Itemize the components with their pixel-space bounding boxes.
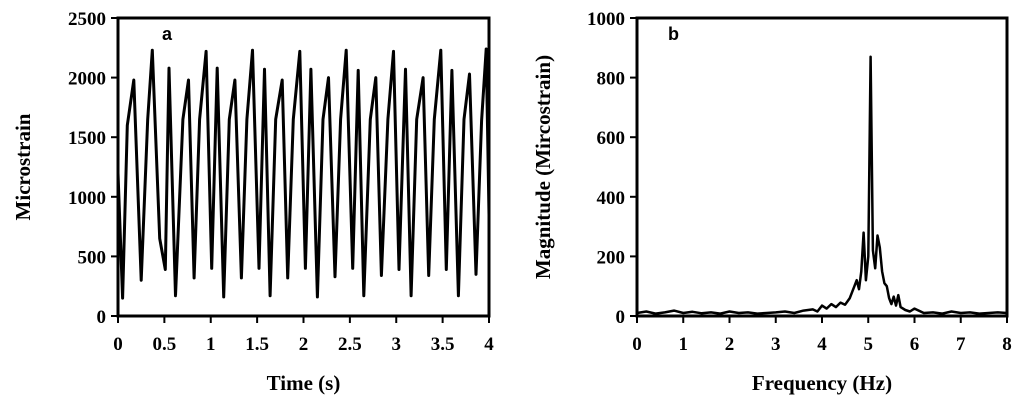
x-tick-label: 3 xyxy=(392,334,402,355)
x-tick-label: 2 xyxy=(299,334,309,355)
plot-frame xyxy=(635,16,1009,318)
series-line-0 xyxy=(636,55,1008,315)
y-axis-title: Microstrain xyxy=(11,113,35,220)
y-tick-label: 800 xyxy=(597,69,626,90)
x-tick-label: 5 xyxy=(864,334,874,355)
x-tick-label: 4 xyxy=(484,334,494,355)
y-axis-title: Magnitude (Mircostrain) xyxy=(531,55,555,279)
panel-a: 0 0.5 1 1.5 2 2.5 3 3.5 4 0 500 1000 1500 2000 2500 Tim… xyxy=(11,9,494,395)
y-tick-label: 0 xyxy=(616,307,626,328)
x-tick-label: 6 xyxy=(910,334,920,355)
x-tick-label: 7 xyxy=(956,334,966,355)
panel-label: b xyxy=(668,24,679,44)
x-tick-label: 1.5 xyxy=(245,334,269,355)
y-tick-label: 0 xyxy=(97,307,107,328)
x-tick-label: 4 xyxy=(817,334,827,355)
series-line-0 xyxy=(116,47,491,300)
y-tick-label: 500 xyxy=(78,247,107,268)
y-tick-label: 1000 xyxy=(68,188,106,209)
x-tick-label: 3.5 xyxy=(431,334,455,355)
y-tick-label: 2500 xyxy=(68,9,106,30)
x-axis-title: Frequency (Hz) xyxy=(752,371,892,395)
panel-label: a xyxy=(162,24,173,44)
x-tick-label: 0.5 xyxy=(153,334,177,355)
x-tick-label: 2 xyxy=(725,334,735,355)
x-tick-label: 8 xyxy=(1002,334,1012,355)
x-tick-label: 3 xyxy=(771,334,781,355)
x-tick-label: 0 xyxy=(113,334,123,355)
y-tick-label: 2000 xyxy=(68,69,106,90)
x-tick-label: 0 xyxy=(632,334,642,355)
x-axis-title: Time (s) xyxy=(267,371,341,395)
x-tick-label: 1 xyxy=(679,334,689,355)
y-tick-label: 1000 xyxy=(587,9,625,30)
x-tick-label: 2.5 xyxy=(338,334,362,355)
x-tick-label: 1 xyxy=(206,334,216,355)
y-tick-label: 600 xyxy=(597,128,626,149)
y-tick-label: 1500 xyxy=(68,128,106,149)
panel-b: 0 1 2 3 4 5 6 7 8 0 200 400 600 800 1000 Frequency (Hz)… xyxy=(531,9,1012,395)
y-tick-label: 200 xyxy=(597,247,626,268)
y-tick-label: 400 xyxy=(597,188,626,209)
